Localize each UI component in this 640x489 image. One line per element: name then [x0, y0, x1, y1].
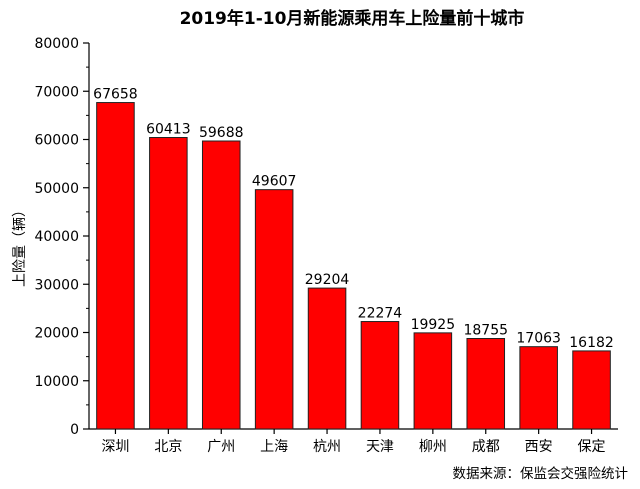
data-label: 49607	[252, 174, 297, 190]
y-tick-label: 40000	[34, 229, 79, 245]
y-tick-label: 30000	[34, 277, 79, 293]
y-tick-label: 20000	[34, 326, 79, 342]
bar	[519, 346, 558, 430]
bar	[96, 102, 135, 430]
y-tick-label: 50000	[34, 181, 79, 197]
bar	[149, 137, 188, 430]
data-label: 59688	[199, 125, 244, 141]
bar	[254, 189, 294, 430]
category-label: 北京	[154, 439, 182, 455]
bars-group	[96, 102, 611, 430]
data-label: 17063	[516, 331, 561, 347]
category-label: 柳州	[419, 438, 447, 455]
y-axis-label: 上险量（辆）	[12, 203, 28, 287]
y-tick-label: 80000	[34, 36, 79, 52]
bar	[201, 140, 241, 430]
y-tick-label: 10000	[34, 374, 79, 390]
data-label: 67658	[93, 87, 138, 103]
bar	[466, 338, 506, 430]
data-label: 18755	[463, 323, 508, 339]
y-tick-label: 70000	[34, 84, 79, 100]
y-axis-ticks: 0 10000 20000 30000 40000 50000 60000 70000 8000…	[34, 36, 89, 438]
chart-title: 2019年1-10月新能源乘用车上险量前十城市	[180, 8, 525, 29]
category-label: 天津	[366, 439, 394, 455]
bar	[413, 332, 453, 430]
category-labels-group: 深圳 北京 广州 上海 杭州 天津 柳州 成都 西安 保定	[101, 429, 606, 455]
data-label: 60413	[146, 122, 191, 138]
category-label: 西安	[525, 439, 553, 455]
source-note: 数据来源：保监会交强险统计	[453, 465, 629, 482]
y-tick-label: 60000	[34, 133, 79, 149]
category-label: 上海	[260, 439, 288, 455]
y-tick-label: 0	[70, 422, 79, 438]
data-label: 16182	[569, 335, 614, 351]
category-label: 杭州	[313, 439, 341, 455]
category-label: 广州	[207, 439, 235, 455]
data-label: 29204	[305, 272, 350, 288]
bar	[572, 350, 611, 430]
category-label: 成都	[472, 439, 500, 455]
data-label: 19925	[411, 317, 456, 333]
bar	[307, 287, 347, 430]
category-label: 深圳	[101, 439, 129, 455]
category-label: 保定	[578, 439, 606, 455]
data-labels-group: 67658 60413 59688 49607 29204 22274 19925 18755…	[93, 87, 614, 351]
bar	[360, 321, 400, 430]
data-label: 22274	[358, 306, 403, 322]
